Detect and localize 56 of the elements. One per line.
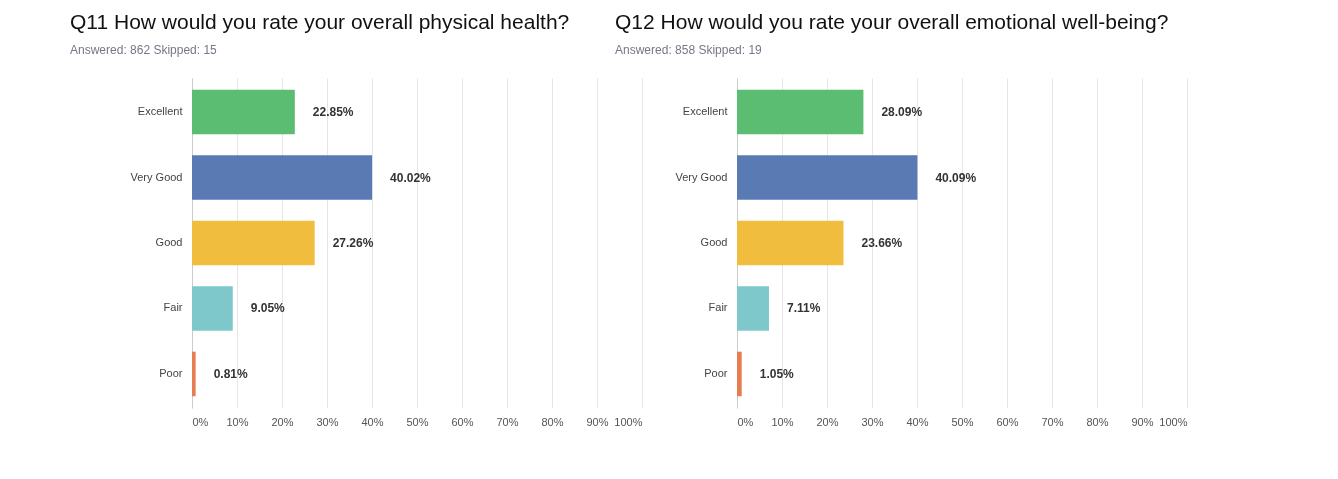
x-tick-label: 90% — [1131, 415, 1154, 428]
x-tick-label: 50% — [951, 415, 974, 428]
bar — [192, 286, 233, 331]
x-tick-label: 80% — [1086, 415, 1109, 428]
x-tick-label: 90% — [586, 415, 609, 428]
bar — [192, 220, 315, 266]
y-tick-label: Fair — [163, 301, 183, 314]
x-tick-label: 20% — [816, 415, 839, 428]
bar — [737, 286, 769, 331]
x-tick-label: 70% — [1041, 415, 1064, 428]
bar — [737, 220, 844, 266]
x-tick-label: 100% — [614, 415, 643, 428]
x-tick-label: 0% — [737, 415, 754, 428]
chart-title: Q12 How would you rate your overall emotional well-being? — [615, 10, 1169, 33]
data-label: 28.09% — [881, 105, 923, 120]
data-label: 7.11% — [786, 301, 821, 316]
bar — [192, 89, 295, 135]
x-tick-label: 10% — [226, 415, 249, 428]
x-tick-label: 10% — [771, 415, 794, 428]
data-label: 40.02% — [390, 170, 432, 185]
data-label: 27.26% — [332, 236, 374, 250]
chart-subtitle: Answered: 862 Skipped: 15 — [70, 43, 218, 57]
x-tick-label: 100% — [1159, 415, 1188, 428]
data-label: 40.09% — [935, 170, 977, 185]
x-tick-label: 20% — [271, 415, 294, 428]
y-tick-label: Fair — [708, 301, 728, 314]
bar — [737, 351, 742, 397]
x-tick-label: 40% — [361, 415, 384, 428]
x-tick-label: 30% — [861, 415, 884, 428]
data-label: 9.05% — [250, 301, 286, 316]
bar — [737, 89, 864, 135]
x-tick-label: 30% — [316, 415, 339, 428]
y-tick-label: Poor — [704, 366, 728, 379]
x-tick-label: 40% — [906, 415, 929, 428]
data-label: 23.66% — [861, 236, 903, 250]
x-tick-label: 50% — [406, 415, 429, 428]
y-tick-label: Excellent — [682, 105, 728, 118]
bar — [737, 155, 918, 200]
y-tick-label: Good — [700, 236, 728, 248]
x-tick-label: 0% — [192, 415, 209, 428]
data-label: 1.05% — [759, 366, 795, 381]
y-tick-label: Very Good — [130, 170, 183, 183]
y-tick-label: Very Good — [675, 170, 728, 183]
y-tick-label: Poor — [159, 366, 183, 379]
x-tick-label: 60% — [451, 415, 474, 428]
y-tick-label: Excellent — [137, 105, 183, 118]
bar — [192, 351, 196, 397]
x-tick-label: 70% — [496, 415, 519, 428]
y-tick-label: Good — [155, 236, 183, 248]
data-label: 0.81% — [213, 366, 248, 381]
x-tick-label: 80% — [541, 415, 564, 428]
bar — [192, 155, 373, 200]
chart-subtitle: Answered: 858 Skipped: 19 — [615, 43, 763, 57]
data-label: 22.85% — [312, 105, 354, 120]
x-tick-label: 60% — [996, 415, 1019, 428]
chart-title: Q11 How would you rate your overall physical health? — [70, 10, 570, 33]
